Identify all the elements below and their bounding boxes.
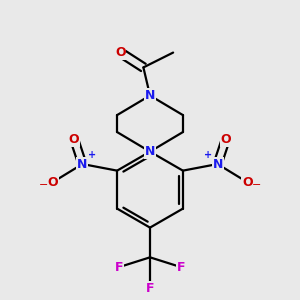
Text: F: F	[114, 261, 123, 274]
Text: −: −	[39, 180, 48, 190]
Text: −: −	[252, 180, 261, 190]
Text: N: N	[77, 158, 88, 170]
Text: +: +	[88, 150, 96, 160]
Text: +: +	[204, 150, 212, 160]
Text: F: F	[146, 282, 154, 295]
Text: N: N	[145, 89, 155, 102]
Text: O: O	[220, 133, 231, 146]
Text: O: O	[242, 176, 253, 189]
Text: N: N	[212, 158, 223, 170]
Text: O: O	[115, 46, 126, 59]
Text: O: O	[47, 176, 58, 189]
Text: O: O	[69, 133, 80, 146]
Text: F: F	[177, 261, 186, 274]
Text: N: N	[145, 145, 155, 158]
